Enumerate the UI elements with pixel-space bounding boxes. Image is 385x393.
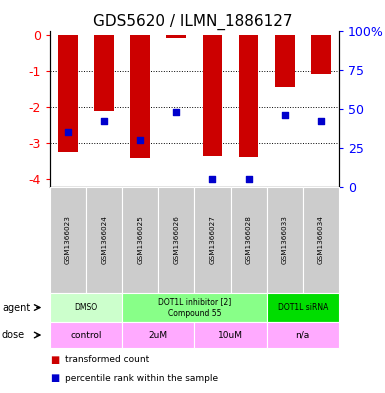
Text: 10uM: 10uM [218, 331, 243, 340]
Point [137, 137, 143, 143]
Text: DOT1L inhibitor [2]
Compound 55: DOT1L inhibitor [2] Compound 55 [158, 298, 231, 318]
Bar [311, 35, 331, 74]
Text: transformed count: transformed count [65, 355, 150, 364]
Bar [275, 35, 295, 87]
Text: GSM1366024: GSM1366024 [101, 215, 107, 264]
Text: GSM1366025: GSM1366025 [137, 215, 143, 264]
Point [209, 176, 216, 182]
Text: GSM1366034: GSM1366034 [318, 215, 324, 264]
Text: DOT1L siRNA: DOT1L siRNA [278, 303, 328, 312]
Text: ■: ■ [50, 373, 59, 384]
Text: GDS5620 / ILMN_1886127: GDS5620 / ILMN_1886127 [93, 14, 292, 30]
Text: ■: ■ [50, 354, 59, 365]
Text: GSM1366027: GSM1366027 [209, 215, 216, 264]
Bar [58, 35, 78, 152]
Text: GSM1366033: GSM1366033 [282, 215, 288, 264]
Bar [166, 35, 186, 38]
Text: agent: agent [2, 303, 30, 312]
Text: percentile rank within the sample: percentile rank within the sample [65, 374, 219, 383]
Bar [131, 35, 150, 158]
Text: dose: dose [2, 330, 25, 340]
Point [65, 129, 71, 136]
Bar [203, 35, 223, 156]
Text: control: control [70, 331, 102, 340]
Point [281, 112, 288, 118]
Text: DMSO: DMSO [75, 303, 98, 312]
Bar [94, 35, 114, 111]
Text: GSM1366028: GSM1366028 [246, 215, 251, 264]
Text: 2uM: 2uM [149, 331, 168, 340]
Bar [239, 35, 258, 157]
Text: n/a: n/a [296, 331, 310, 340]
Point [318, 118, 324, 125]
Point [101, 118, 107, 125]
Point [173, 109, 179, 115]
Text: GSM1366023: GSM1366023 [65, 215, 71, 264]
Point [246, 176, 252, 182]
Text: GSM1366026: GSM1366026 [173, 215, 179, 264]
